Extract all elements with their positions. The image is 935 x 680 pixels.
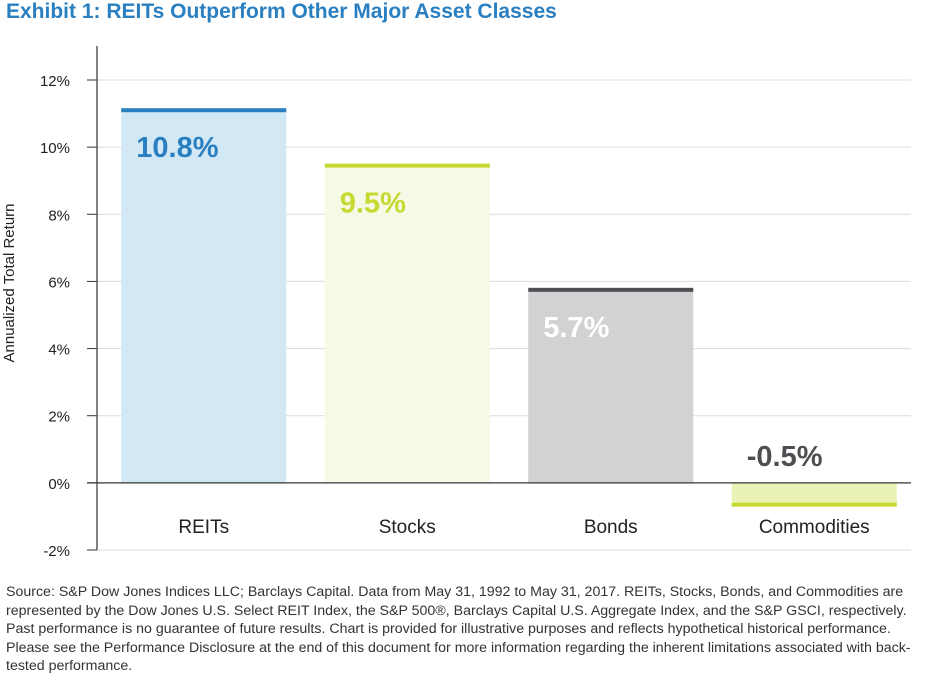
gridlines	[97, 79, 911, 551]
y-axis-label: Annualized Total Return	[1, 204, 18, 363]
y-tick-label: 0%	[48, 476, 70, 493]
category-label-bonds: Bonds	[584, 517, 638, 538]
category-label-commodities: Commodities	[759, 517, 870, 538]
bars	[121, 108, 897, 507]
y-tick-label: 4%	[48, 342, 70, 359]
bar-bonds	[528, 289, 694, 483]
axes	[87, 46, 911, 551]
y-tick-label: 6%	[48, 274, 70, 291]
data-label-reits: 10.8%	[136, 132, 218, 164]
bar-commodities	[731, 482, 897, 505]
bar-top-commodities	[731, 502, 897, 507]
data-label-bonds: 5.7%	[543, 312, 609, 344]
bar-top-stocks	[324, 163, 490, 168]
category-label-reits: REITs	[178, 517, 229, 538]
bar-chart: -2% 0% 2% 4% 6% 8% 10% 12% 10.8% REITs 9.5% Stocks 5…	[1, 46, 911, 560]
bar-reits	[121, 110, 287, 483]
y-tick-label: -2%	[43, 543, 70, 560]
y-tick-label: 2%	[48, 409, 70, 426]
chart-title: Exhibit 1: REITs Outperform Other Major …	[6, 0, 557, 23]
y-tick-label: 12%	[40, 73, 70, 90]
bar-stocks	[324, 165, 490, 483]
data-label-stocks: 9.5%	[340, 188, 406, 220]
bar-top-bonds	[528, 287, 694, 292]
category-label-stocks: Stocks	[379, 517, 436, 538]
source-note: Source: S&P Dow Jones Indices LLC; Barcl…	[6, 584, 911, 674]
y-tick-label: 8%	[48, 207, 70, 224]
y-tick-label: 10%	[40, 140, 70, 157]
bar-top-reits	[121, 108, 287, 113]
labels: -2% 0% 2% 4% 6% 8% 10% 12% 10.8% REITs 9.5% Stocks 5…	[40, 73, 870, 560]
data-label-commodities: -0.5%	[747, 441, 823, 473]
